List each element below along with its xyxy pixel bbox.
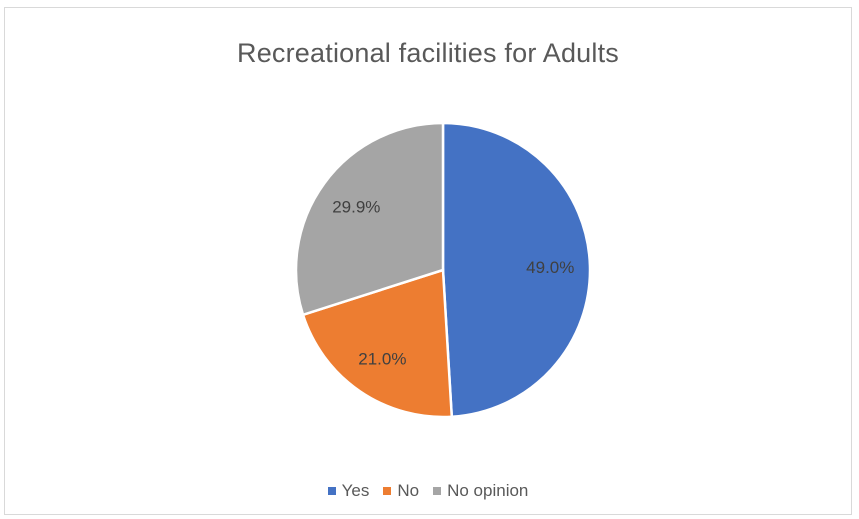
legend-item-no-opinion: No opinion — [433, 481, 528, 501]
legend-swatch-no-opinion — [433, 487, 442, 495]
pie-slice-no-opinion — [294, 121, 445, 317]
data-label-no-opinion: 29.9% — [332, 198, 380, 217]
chart-legend: Yes No No opinion — [5, 481, 851, 501]
legend-label-no: No — [397, 481, 420, 500]
chart-title: Recreational facilities for Adults — [237, 38, 619, 68]
data-label-yes: 49.0% — [526, 258, 574, 277]
pie-slice-yes — [441, 121, 592, 419]
pie-chart: 49.0% 21.0% 29.9% — [294, 121, 592, 419]
data-label-no: 21.0% — [358, 350, 406, 369]
legend-item-yes: Yes — [327, 481, 370, 501]
legend-label-no-opinion: No opinion — [447, 481, 529, 500]
chart-area: Recreational facilities for Adults 49.0%… — [4, 7, 852, 515]
legend-swatch-yes — [327, 487, 336, 495]
pie-slice-no — [301, 268, 454, 419]
legend-label-yes: Yes — [341, 481, 370, 500]
legend-item-no: No — [383, 481, 419, 501]
legend-swatch-no — [383, 487, 392, 495]
